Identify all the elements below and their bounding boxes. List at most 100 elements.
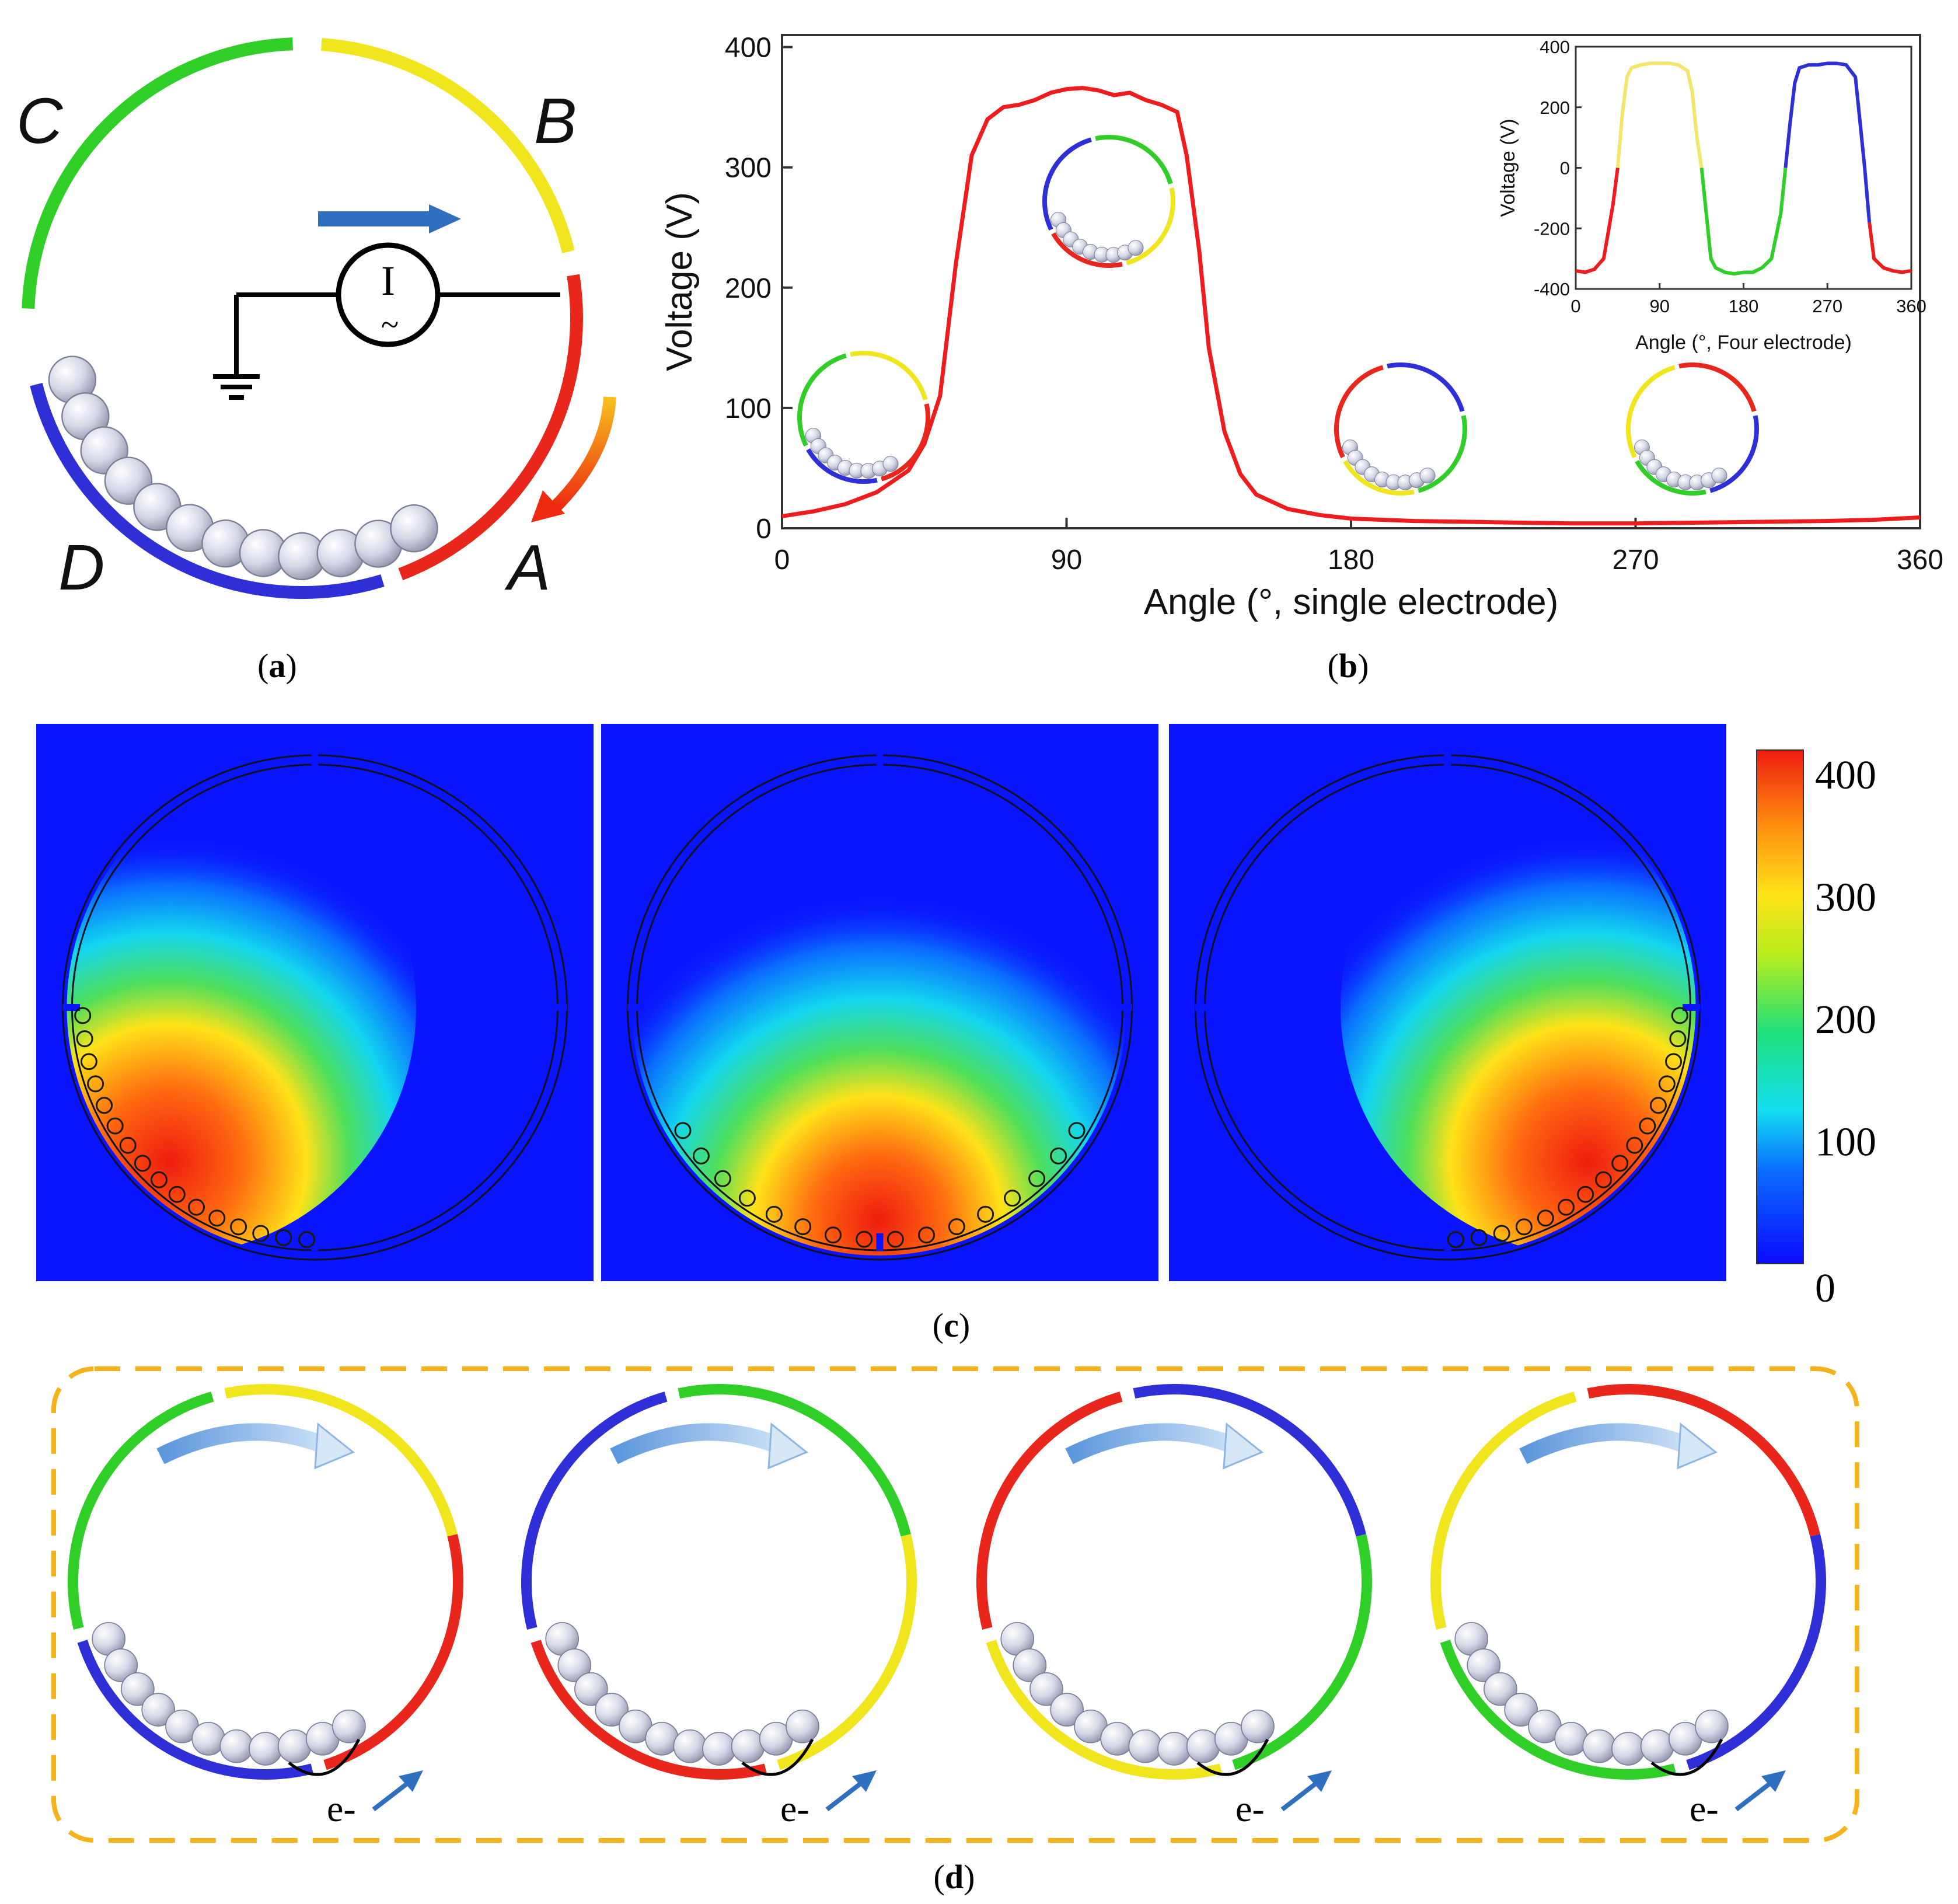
ball-outline: [119, 1136, 137, 1154]
colorbar-tick-label: 0: [1815, 1266, 1835, 1311]
ball-outline: [96, 1097, 113, 1114]
rotation-arrowhead: [314, 1422, 355, 1470]
ball-outline: [1639, 1117, 1656, 1135]
label-C: C: [16, 85, 64, 157]
ball-outline: [1611, 1155, 1629, 1172]
inset-y-tick-label: 400: [1540, 37, 1570, 57]
electron-label: e-: [780, 1788, 809, 1829]
electron-arrow: [1280, 1778, 1322, 1812]
ball-outline: [106, 1117, 124, 1135]
colorbar-tick-label: 200: [1815, 998, 1876, 1042]
ball-outline: [1470, 1229, 1488, 1246]
electrode-top: [224, 1384, 458, 1537]
rotation-arrow: [550, 396, 616, 512]
rotation-arrowhead: [767, 1422, 808, 1470]
electrode-bottom: [1440, 1640, 1676, 1780]
ball: [191, 1721, 226, 1756]
mini-ring-1-balls: [805, 428, 899, 479]
ball-outline: [948, 1218, 965, 1236]
ball-outline: [1665, 1053, 1683, 1070]
rotation-arrow: [1065, 1423, 1242, 1464]
ball: [1640, 1729, 1674, 1763]
mini-ring-2: [1042, 135, 1175, 268]
ball-outline: [977, 1205, 994, 1223]
mini-ring-3-electrode-bottom: [1343, 459, 1415, 496]
y-tick-label: 0: [756, 514, 772, 545]
ball-outline: [1626, 1136, 1643, 1154]
electron-label: e-: [1235, 1788, 1265, 1829]
mini-ring-4-electrode-bottom: [1635, 459, 1706, 496]
ball: [557, 1648, 592, 1682]
mini-ring-4-electrode-left: [1626, 365, 1676, 458]
rotation-state-1: e-: [68, 1384, 463, 1829]
meter-I: I: [381, 257, 395, 304]
ball: [332, 1709, 366, 1743]
ball: [141, 1693, 176, 1727]
inset-series-segment: [1575, 168, 1620, 274]
ball: [645, 1721, 679, 1756]
ball: [702, 1732, 736, 1766]
ball-outline: [886, 1230, 904, 1248]
balls-d: [92, 1621, 366, 1766]
ball: [1100, 1721, 1135, 1756]
ball-outline: [918, 1226, 935, 1244]
ball-outline: [298, 1231, 316, 1249]
ball: [390, 504, 438, 553]
rotation-state-4: e-: [1430, 1384, 1826, 1829]
inset-x-tick-label: 90: [1650, 296, 1670, 316]
ball-outline: [76, 1030, 93, 1048]
ball-outline: [1447, 1231, 1464, 1249]
inset-x-tick-label: 270: [1812, 296, 1842, 316]
ball-outline: [188, 1198, 205, 1216]
colorbar-tick-label: 400: [1815, 753, 1876, 798]
electron-arrowhead: [399, 1770, 423, 1792]
label-D: D: [58, 532, 104, 604]
x-tick-label: 0: [774, 545, 790, 576]
ball: [1128, 1729, 1163, 1763]
electrode-left: [976, 1392, 1123, 1630]
ball: [1419, 468, 1436, 484]
electrode-gap: [1444, 1233, 1451, 1251]
caption-d: (d): [934, 1858, 975, 1896]
ball-outline: [1669, 1030, 1687, 1048]
electrode-right: [1232, 1534, 1372, 1770]
rotation-arrowhead: [1223, 1422, 1264, 1470]
mini-ring-4-electrode-right: [1709, 415, 1759, 493]
field-map-1: [36, 724, 594, 1281]
ball: [1611, 1732, 1645, 1766]
electron-label: e-: [1690, 1788, 1719, 1829]
ball-outline: [1537, 1209, 1554, 1227]
ball-outline: [1050, 1147, 1067, 1164]
ball: [1467, 1648, 1501, 1682]
ball-outline: [151, 1171, 167, 1188]
mini-ring-2-electrode-bottom: [1051, 232, 1123, 268]
balls-d: [1000, 1621, 1275, 1766]
ball-outline: [87, 1075, 104, 1093]
electrode-gap: [1683, 1004, 1700, 1011]
ball-outline: [674, 1122, 692, 1139]
electrode-gap: [1444, 751, 1451, 769]
ball-outline: [1671, 1007, 1688, 1024]
label-B: B: [534, 85, 577, 157]
ball: [121, 1672, 155, 1706]
mini-ring-2-electrode-top: [1095, 135, 1173, 184]
y-axis-label: Voltage (V): [659, 192, 700, 371]
colorbar-tick-label: 300: [1815, 875, 1876, 920]
ball-outline: [208, 1209, 226, 1227]
panel-b: 0 90 180 270 360 0 100 200 300 400 Angle (°, singl…: [659, 33, 1943, 622]
rotation-state-2: e-: [521, 1384, 917, 1829]
balls-d: [1454, 1621, 1729, 1766]
rotation-arrow: [610, 1423, 787, 1464]
inset-series-segment: [1784, 61, 1872, 223]
y-tick-label: 200: [725, 273, 772, 304]
ball-outline: [738, 1190, 756, 1207]
electrode-gap: [1195, 1004, 1213, 1011]
ball-outline: [1558, 1198, 1575, 1216]
ball: [1504, 1693, 1538, 1727]
electrode-top: [1133, 1384, 1366, 1537]
ball: [595, 1693, 629, 1727]
ball-outline: [252, 1225, 270, 1242]
y-tick-label: 400: [725, 33, 772, 64]
ball-outline: [714, 1170, 731, 1187]
colorbar-tick-label: 100: [1815, 1120, 1876, 1164]
